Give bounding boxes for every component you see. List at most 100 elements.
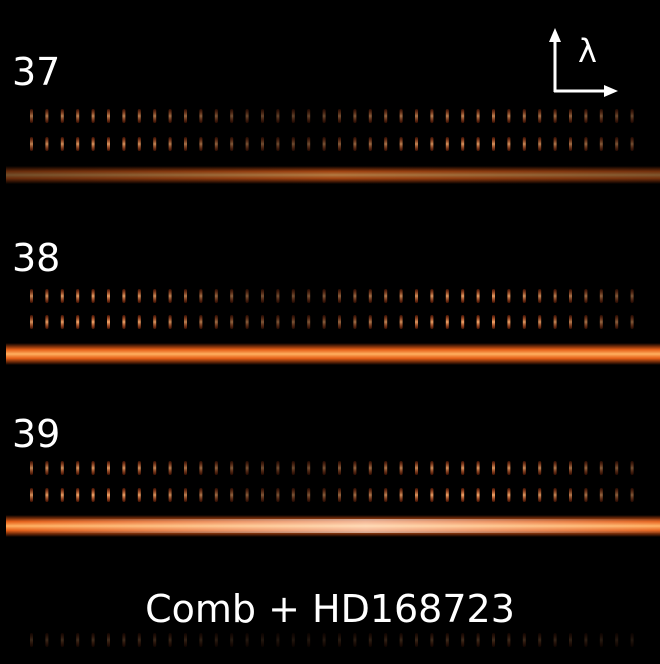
comb-line [168, 488, 172, 502]
comb-line [522, 289, 526, 303]
comb-line [60, 488, 64, 502]
comb-line [599, 633, 603, 647]
comb-line [291, 633, 295, 647]
comb-line [137, 461, 141, 475]
comb-line [338, 137, 341, 151]
comb-line [153, 633, 157, 647]
comb-line [276, 109, 280, 123]
comb-line [153, 109, 157, 123]
comb-line [492, 109, 495, 123]
comb-line [615, 137, 619, 151]
comb-line [76, 461, 80, 475]
comb-line [45, 461, 49, 475]
comb-line [199, 289, 203, 303]
comb-line [91, 461, 95, 475]
caption: Comb + HD168723 [145, 587, 515, 631]
comb-line [214, 137, 218, 151]
comb-line [137, 137, 141, 151]
comb-line [430, 488, 434, 502]
comb-line [291, 315, 295, 329]
comb-line [261, 488, 264, 502]
comb-line [60, 633, 64, 647]
comb-line [445, 488, 449, 502]
comb-line [353, 137, 357, 151]
comb-line [430, 109, 434, 123]
comb-line [230, 315, 234, 329]
comb-line [584, 461, 588, 475]
comb-line [538, 461, 542, 475]
comb-line [45, 488, 49, 502]
comb-line [430, 633, 434, 647]
comb-lines [30, 109, 634, 647]
comb-line [476, 109, 480, 123]
comb-line [507, 289, 511, 303]
comb-line [137, 633, 141, 647]
comb-line [30, 315, 33, 329]
comb-line [199, 315, 203, 329]
comb-line [522, 137, 526, 151]
comb-line [168, 137, 172, 151]
comb-line [522, 315, 526, 329]
comb-line [168, 109, 172, 123]
comb-line [91, 137, 95, 151]
comb-line [60, 289, 64, 303]
comb-line [261, 461, 264, 475]
comb-line [153, 289, 157, 303]
comb-line [492, 315, 495, 329]
comb-line [230, 461, 234, 475]
comb-line [153, 315, 157, 329]
comb-line [60, 109, 64, 123]
comb-line [584, 315, 588, 329]
comb-line [507, 633, 511, 647]
comb-line [214, 109, 218, 123]
comb-line [399, 315, 403, 329]
comb-line [584, 137, 588, 151]
comb-line [230, 109, 234, 123]
comb-line [384, 461, 388, 475]
comb-line [230, 137, 234, 151]
comb-line [384, 633, 388, 647]
comb-line [522, 461, 526, 475]
comb-line [522, 488, 526, 502]
comb-line [322, 315, 326, 329]
comb-line [199, 461, 203, 475]
comb-line [569, 633, 572, 647]
comb-line [199, 488, 203, 502]
comb-line [276, 315, 280, 329]
comb-line [338, 109, 341, 123]
comb-line [322, 633, 326, 647]
comb-line [199, 137, 203, 151]
comb-line [322, 109, 326, 123]
comb-line [245, 137, 249, 151]
comb-line [368, 633, 372, 647]
label-box [8, 408, 70, 456]
comb-line [76, 488, 80, 502]
band-highlight [6, 519, 660, 533]
comb-line [338, 633, 341, 647]
comb-line [137, 109, 141, 123]
comb-line [214, 289, 218, 303]
comb-line [245, 315, 249, 329]
comb-line [538, 488, 542, 502]
comb-line [522, 633, 526, 647]
comb-line [538, 109, 542, 123]
direction-arrows [549, 28, 618, 97]
comb-line [492, 137, 495, 151]
band-shade [6, 166, 660, 184]
comb-line [307, 137, 311, 151]
comb-line [445, 315, 449, 329]
comb-line [445, 109, 449, 123]
comb-line [599, 461, 603, 475]
comb-line [615, 633, 619, 647]
comb-line [245, 461, 249, 475]
comb-line [492, 488, 495, 502]
comb-line [584, 633, 588, 647]
comb-line [415, 315, 418, 329]
comb-line [399, 109, 403, 123]
comb-line [599, 137, 603, 151]
comb-line [76, 109, 80, 123]
comb-line [492, 633, 495, 647]
comb-line [107, 137, 110, 151]
comb-line [476, 315, 480, 329]
